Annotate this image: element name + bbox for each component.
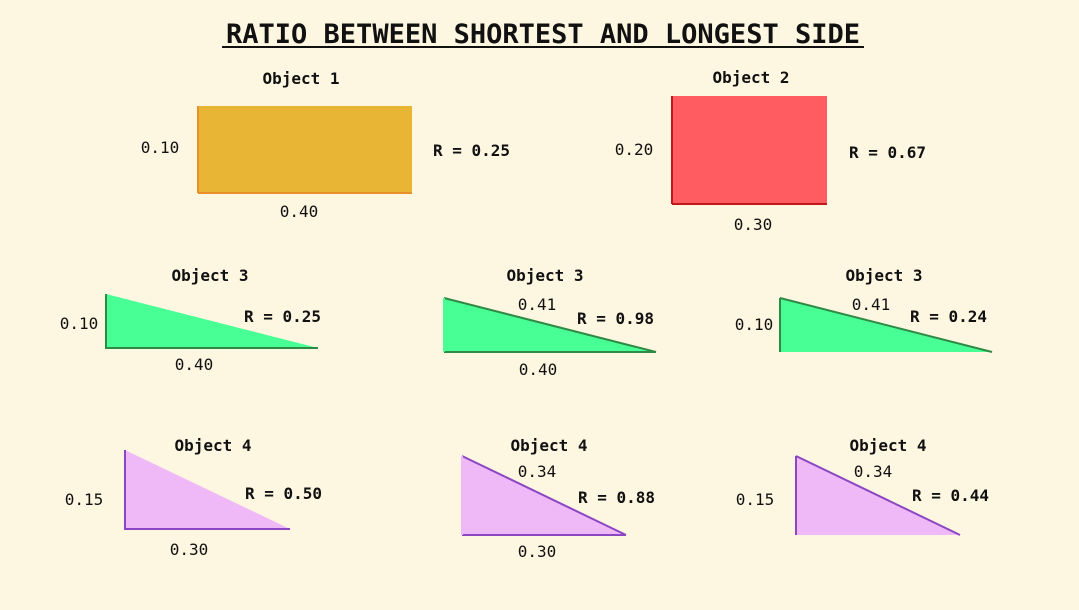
object-4a-side-a-label: 0.15: [65, 490, 104, 509]
object-3a-triangle: [106, 294, 318, 348]
object-4c-ratio: R = 0.44: [912, 486, 989, 505]
object-2-group: Object 2 0.20 0.30 R = 0.67: [615, 68, 926, 234]
object-4c-hypotenuse: [795, 455, 961, 536]
object-4c-side-a-label: 0.15: [736, 490, 775, 509]
object-3c-ratio: R = 0.24: [910, 307, 987, 326]
object-4a-group: Object 4 0.15 0.30 R = 0.50: [65, 436, 322, 559]
object-4a-triangle: [125, 450, 290, 529]
object-4c-title: Object 4: [849, 436, 926, 455]
object-4c-side-b-label: 0.34: [854, 462, 893, 481]
object-1-rectangle: [198, 106, 412, 193]
object-2-title: Object 2: [712, 68, 789, 87]
object-3b-ratio: R = 0.98: [577, 309, 654, 328]
object-3a-side-b-label: 0.40: [175, 355, 214, 374]
object-3c-side-a-label: 0.10: [735, 315, 774, 334]
object-4b-title: Object 4: [510, 436, 587, 455]
object-3b-hypotenuse: [443, 297, 657, 353]
object-3b-side-b-label: 0.40: [519, 360, 558, 379]
object-3a-ratio: R = 0.25: [244, 307, 321, 326]
object-3c-group: Object 3 0.10 0.41 R = 0.24: [735, 266, 993, 353]
object-3a-legs: [105, 294, 318, 349]
object-3c-hypotenuse: [779, 297, 993, 353]
object-1-title: Object 1: [262, 69, 339, 88]
object-4c-group: Object 4 0.15 0.34 R = 0.44: [736, 436, 989, 536]
object-3b-title: Object 3: [506, 266, 583, 285]
object-4b-ratio: R = 0.88: [578, 488, 655, 507]
object-3b-group: Object 3 0.41 0.40 R = 0.98: [443, 266, 657, 379]
object-2-long-side-label: 0.30: [734, 215, 773, 234]
object-4b-side-b-label: 0.30: [518, 542, 557, 561]
object-2-rectangle: [672, 96, 827, 204]
object-3c-title: Object 3: [845, 266, 922, 285]
diagram-title: RATIO BETWEEN SHORTEST AND LONGEST SIDE: [226, 19, 860, 50]
object-3a-title: Object 3: [171, 266, 248, 285]
object-4b-group: Object 4 0.34 0.30 R = 0.88: [461, 436, 655, 561]
object-3a-group: Object 3 0.10 0.40 R = 0.25: [60, 266, 321, 374]
object-4b-side-a-label: 0.34: [518, 462, 557, 481]
object-3b-side-a-label: 0.41: [518, 295, 557, 314]
object-3c-side-b-label: 0.41: [852, 295, 891, 314]
object-1-long-side-label: 0.40: [280, 202, 319, 221]
object-1-short-side-label: 0.10: [141, 138, 180, 157]
object-3a-side-a-label: 0.10: [60, 314, 99, 333]
object-4a-title: Object 4: [174, 436, 251, 455]
object-2-short-side-label: 0.20: [615, 140, 654, 159]
object-4a-ratio: R = 0.50: [245, 484, 322, 503]
object-4a-side-b-label: 0.30: [170, 540, 209, 559]
object-4b-hypotenuse: [461, 455, 627, 536]
object-2-ratio: R = 0.67: [849, 143, 926, 162]
object-1-group: Object 1 0.10 0.40 R = 0.25: [141, 69, 510, 221]
object-4a-legs: [124, 450, 290, 530]
object-1-ratio: R = 0.25: [433, 141, 510, 160]
